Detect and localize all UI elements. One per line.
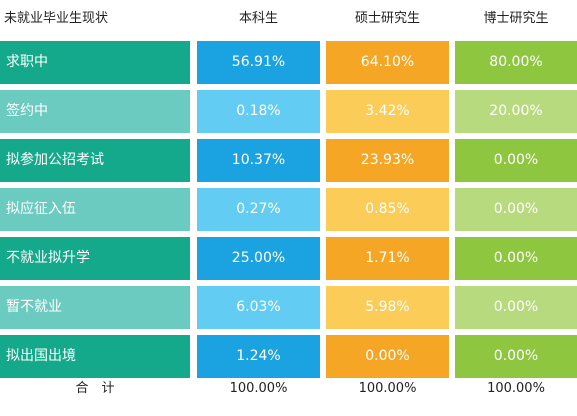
cell-bachelor: 6.03% bbox=[197, 286, 320, 329]
row-label: 不就业拟升学 bbox=[0, 237, 190, 280]
total-bachelor: 100.00% bbox=[229, 381, 288, 396]
cell-doctor: 0.00% bbox=[455, 286, 577, 329]
cell-master: 64.10% bbox=[326, 41, 449, 84]
header-bachelor: 本科生 bbox=[238, 11, 278, 26]
cell-bachelor: 10.37% bbox=[197, 139, 320, 182]
cell-doctor: 80.00% bbox=[455, 41, 577, 84]
cell-master: 23.93% bbox=[326, 139, 449, 182]
cell-master: 3.42% bbox=[326, 90, 449, 133]
cell-bachelor: 0.18% bbox=[197, 90, 320, 133]
header-master: 硕士研究生 bbox=[354, 11, 420, 26]
row-label: 暂不就业 bbox=[0, 286, 190, 329]
header-status: 未就业毕业生现状 bbox=[4, 11, 109, 26]
cell-doctor: 0.00% bbox=[455, 335, 577, 378]
cell-master: 1.71% bbox=[326, 237, 449, 280]
cell-bachelor: 0.27% bbox=[197, 188, 320, 231]
total-label: 合 计 bbox=[75, 381, 115, 396]
cell-doctor: 20.00% bbox=[455, 90, 577, 133]
cell-master: 0.85% bbox=[326, 188, 449, 231]
cell-doctor: 0.00% bbox=[455, 237, 577, 280]
cell-bachelor: 25.00% bbox=[197, 237, 320, 280]
cell-bachelor: 56.91% bbox=[197, 41, 320, 84]
cell-doctor: 0.00% bbox=[455, 139, 577, 182]
row-label: 拟出国出境 bbox=[0, 335, 190, 378]
row-label: 签约中 bbox=[0, 90, 190, 133]
row-label: 求职中 bbox=[0, 41, 190, 84]
row-label: 拟参加公招考试 bbox=[0, 139, 190, 182]
total-doctor: 100.00% bbox=[487, 381, 545, 396]
cell-master: 5.98% bbox=[326, 286, 449, 329]
cell-doctor: 0.00% bbox=[455, 188, 577, 231]
cell-bachelor: 1.24% bbox=[197, 335, 320, 378]
row-label: 拟应征入伍 bbox=[0, 188, 190, 231]
cell-master: 0.00% bbox=[326, 335, 449, 378]
total-master: 100.00% bbox=[358, 381, 417, 396]
header-doctor: 博士研究生 bbox=[483, 11, 549, 26]
